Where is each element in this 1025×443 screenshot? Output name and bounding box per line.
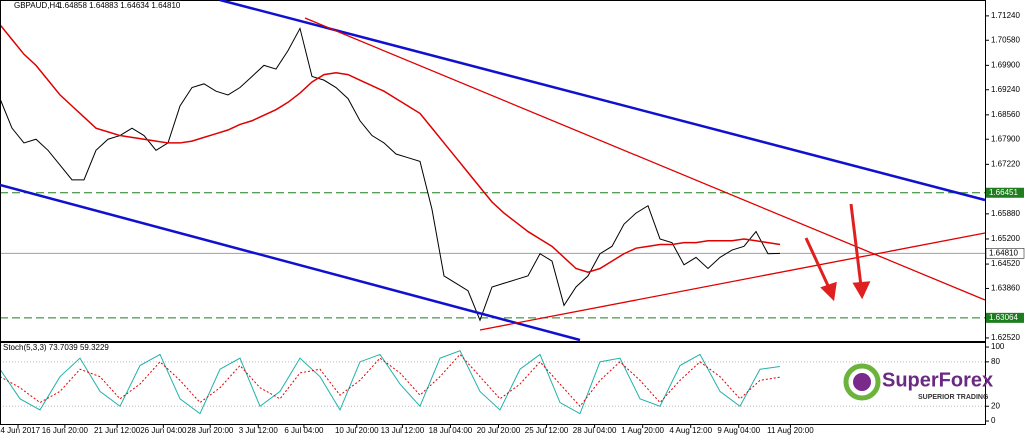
series-line (0, 24, 781, 273)
x-tick-label: 1 Aug 20:00 (621, 426, 664, 435)
drawings (0, 0, 986, 342)
x-tick-label: 20 Jul 20:00 (477, 426, 521, 435)
x-tick-label: 6 Jul 04:00 (284, 426, 324, 435)
y-tick-label: 1.68560 (991, 110, 1020, 119)
series-line (0, 350, 781, 415)
triangle-lower (479, 232, 986, 331)
x-tick-label: 28 Jul 04:00 (573, 426, 617, 435)
logo-tagline: SUPERIOR TRADING (918, 394, 989, 401)
y-tick-label: 100 (991, 342, 1005, 351)
stoch-frame (0, 342, 986, 425)
symbol-title: GBPAUD,H4 (14, 1, 60, 10)
y-tick-label: 1.65880 (991, 209, 1020, 218)
logo-name: SuperForex (882, 369, 993, 391)
y-tick-label: 1.70580 (991, 35, 1020, 44)
series-line (0, 27, 781, 322)
x-tick-label: 13 Jul 12:00 (381, 426, 425, 435)
x-tick-label: 28 Jun 20:00 (187, 426, 234, 435)
y-tick-label: 1.62520 (991, 333, 1020, 342)
arrow-1-head (820, 281, 837, 302)
channel-upper (219, 0, 986, 202)
level-tag (986, 187, 1024, 198)
channel-lower (0, 183, 581, 342)
x-tick-label: 9 Aug 04:00 (717, 426, 760, 435)
level-label: 1.63064 (989, 313, 1018, 322)
x-tick-label: 21 Jun 12:00 (94, 426, 141, 435)
arrow-1 (804, 237, 832, 291)
y-tick-label: 0 (991, 416, 996, 425)
y-tick-label: 1.67900 (991, 134, 1020, 143)
arrow-2-head (852, 281, 871, 300)
x-tick-label: 26 Jun 04:00 (140, 426, 187, 435)
x-tick-label: 4 Aug 12:00 (669, 426, 712, 435)
x-tick-label: 18 Jul 04:00 (429, 426, 473, 435)
y-tick-label: 1.63860 (991, 284, 1020, 293)
y-tick-label: 1.69900 (991, 60, 1020, 69)
y-tick-label: 1.67220 (991, 159, 1020, 168)
y-tick-label: 20 (991, 401, 1000, 410)
logo: SuperForex SUPERIOR TRADING (843, 363, 993, 401)
quote: 1.64858 1.64883 1.64634 1.64810 (58, 1, 181, 10)
arrows (804, 203, 871, 302)
x-tick-label: 25 Jul 12:00 (525, 426, 569, 435)
level-label: 1.66451 (989, 188, 1018, 197)
x-tick-label: 11 Aug 20:00 (767, 426, 814, 435)
stoch-title: Stoch(5,3,3) 73.7039 59.3229 (3, 343, 109, 352)
price-label: 1.64810 (989, 248, 1018, 257)
x-tick-label: 10 Jul 20:00 (335, 426, 379, 435)
triangle-upper (304, 17, 986, 301)
frame (0, 0, 986, 425)
y-tick-label: 1.64520 (991, 259, 1020, 268)
y-tick-label: 1.65200 (991, 234, 1020, 243)
x-tick-label: 16 Jun 20:00 (42, 426, 89, 435)
x-tick-label: 14 Jun 2017 (0, 426, 41, 435)
logo-core (853, 373, 871, 391)
arrow-2 (849, 203, 863, 287)
y-tick-label: 1.71240 (991, 11, 1020, 20)
y-tick-label: 1.69240 (991, 85, 1020, 94)
series-line (0, 353, 781, 408)
main-frame (0, 0, 986, 342)
x-tick-label: 3 Jul 12:00 (239, 426, 279, 435)
y-tick-label: 80 (991, 357, 1000, 366)
logo-ring (843, 363, 881, 401)
level-tag (986, 312, 1024, 323)
